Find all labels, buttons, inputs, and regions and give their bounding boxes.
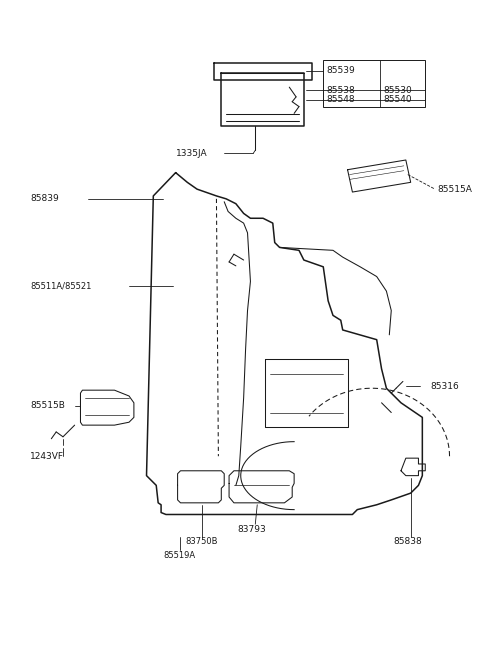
Text: 85519A: 85519A bbox=[163, 551, 195, 560]
Text: 83793: 83793 bbox=[238, 524, 266, 533]
Text: 1335JA: 1335JA bbox=[176, 148, 207, 158]
Text: 85838: 85838 bbox=[393, 537, 422, 546]
Text: 85530: 85530 bbox=[384, 85, 412, 95]
Text: 85511A/85521: 85511A/85521 bbox=[30, 282, 91, 291]
Text: 85316: 85316 bbox=[430, 382, 459, 391]
Text: 83750B: 83750B bbox=[185, 537, 218, 546]
Text: 85515B: 85515B bbox=[30, 401, 65, 410]
Text: 85538: 85538 bbox=[326, 85, 355, 95]
Text: 85539: 85539 bbox=[326, 66, 355, 75]
Text: 85548: 85548 bbox=[326, 95, 355, 104]
Text: 85515A: 85515A bbox=[437, 185, 472, 194]
Text: 85540: 85540 bbox=[384, 95, 412, 104]
Text: 85839: 85839 bbox=[30, 194, 59, 204]
Bar bbox=[323, 60, 425, 106]
Text: 1243VF: 1243VF bbox=[30, 452, 64, 461]
